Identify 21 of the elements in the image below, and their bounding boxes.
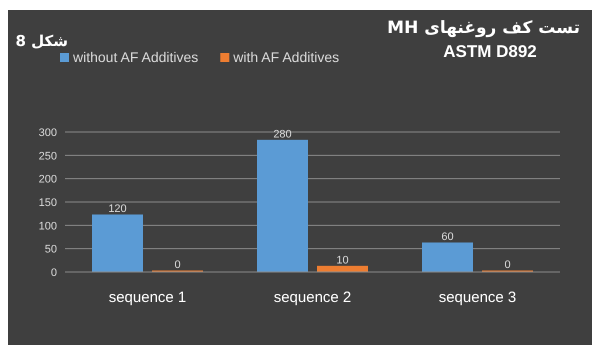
chart-subtitle: ASTM D892: [443, 42, 537, 61]
data-label: 0: [174, 259, 181, 271]
chart-title: تست کف روغنهای MH: [387, 18, 580, 38]
x-tick-label: sequence 1: [108, 289, 186, 306]
y-tick-label: 250: [38, 150, 57, 162]
y-tick-label: 0: [50, 267, 57, 279]
legend-label: without AF Additives: [72, 49, 198, 65]
y-tick-label: 100: [38, 220, 57, 232]
x-tick-label: sequence 3: [438, 289, 516, 306]
y-tick-label: 50: [44, 244, 57, 256]
y-tick-label: 300: [38, 127, 57, 139]
data-label: 10: [336, 254, 349, 266]
data-label: 0: [504, 259, 511, 271]
y-tick-label: 200: [38, 174, 57, 186]
data-label: 60: [441, 231, 454, 243]
data-label: 120: [108, 203, 127, 215]
data-label: 280: [273, 128, 292, 140]
text: شکل 8: [15, 32, 68, 50]
y-tick-label: 150: [38, 197, 57, 209]
x-tick-label: sequence 2: [274, 289, 352, 306]
legend-label: with AF Additives: [232, 49, 340, 65]
